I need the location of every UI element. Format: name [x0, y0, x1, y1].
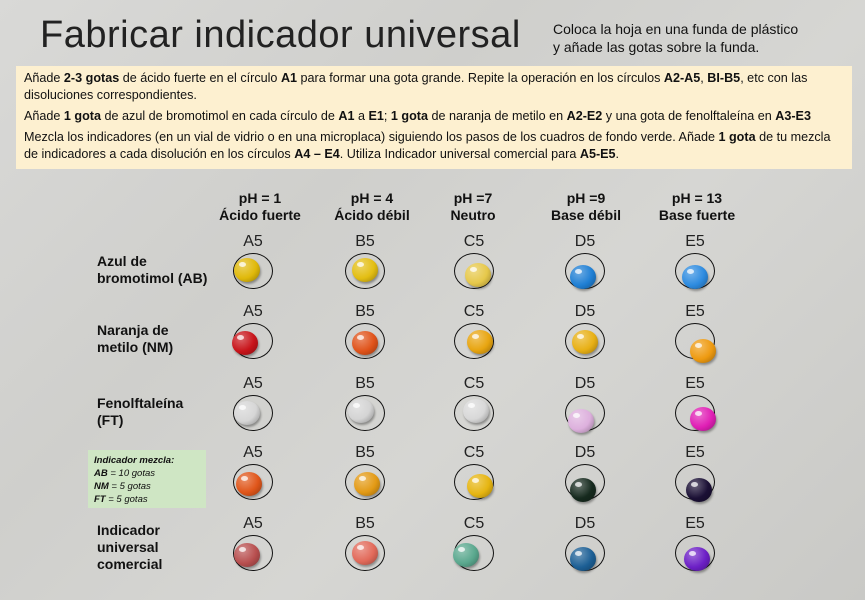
indicator-mix-box: Indicador mezcla: AB = 10 gotas NM = 5 g…	[88, 450, 206, 508]
indicator-drop	[682, 265, 708, 289]
well-label-bromothymol: B5	[355, 233, 375, 250]
row-label-bromothymol: Azul de bromotimol (AB)	[97, 253, 208, 286]
well-label-phenolphthalein: C5	[463, 375, 485, 392]
well-label-phenolphthalein: D5	[574, 375, 596, 392]
well-label-phenolphthalein: E5	[685, 375, 705, 392]
indicator-drop	[572, 330, 598, 354]
row-label-phenolphthalein: Fenolftaleína (FT)	[97, 395, 184, 428]
well-label-commercial-universal: A5	[243, 515, 263, 532]
instruction-paragraph-1: Añade 2-3 gotas de ácido fuerte en el cí…	[24, 71, 808, 102]
column-header-weak-acid: pH = 4 Ácido débil	[334, 190, 410, 223]
well-circle	[565, 323, 605, 359]
well-label-commercial-universal: B5	[355, 515, 375, 532]
well-circle	[454, 395, 494, 431]
row-label-commercial-universal: Indicador universal comercial	[97, 522, 163, 572]
well-label-bromothymol: C5	[463, 233, 485, 250]
indicator-drop	[236, 472, 262, 496]
well-label-commercial-universal: E5	[685, 515, 705, 532]
well-label-methyl-orange: B5	[355, 303, 375, 320]
well-circle	[233, 535, 273, 571]
indicator-drop	[467, 474, 493, 498]
row-label-methyl-orange: Naranja de metilo (NM)	[97, 322, 174, 355]
well-label-indicator-mix: B5	[355, 444, 375, 461]
well-circle	[345, 535, 385, 571]
well-label-phenolphthalein: B5	[355, 375, 375, 392]
indicator-drop	[570, 547, 596, 571]
indicator-drop	[690, 407, 716, 431]
indicator-drop	[463, 399, 489, 423]
instruction-paragraph-3: Mezcla los indicadores (en un vial de vi…	[24, 130, 831, 161]
instructions-panel: Añade 2-3 gotas de ácido fuerte en el cí…	[16, 66, 852, 169]
well-label-indicator-mix: A5	[243, 444, 263, 461]
indicator-drop	[568, 409, 594, 433]
page-title: Fabricar indicador universal	[40, 14, 521, 56]
indicator-drop	[686, 478, 712, 502]
note-line-2: y añade las gotas sobre la funda.	[553, 39, 760, 55]
indicator-drop	[352, 331, 378, 355]
well-circle	[454, 253, 494, 289]
indicator-drop	[234, 258, 260, 282]
well-label-methyl-orange: C5	[463, 303, 485, 320]
indicator-drop	[234, 543, 260, 567]
indicator-drop	[684, 547, 710, 571]
indicator-drop	[348, 399, 374, 423]
well-circle	[233, 464, 273, 500]
well-label-commercial-universal: D5	[574, 515, 596, 532]
well-label-indicator-mix: E5	[685, 444, 705, 461]
indicator-drop	[232, 331, 258, 355]
column-header-strong-base: pH = 13 Base fuerte	[658, 190, 736, 223]
well-circle	[345, 395, 385, 431]
well-circle	[345, 253, 385, 289]
well-label-methyl-orange: E5	[685, 303, 705, 320]
well-circle	[454, 323, 494, 359]
well-label-methyl-orange: A5	[243, 303, 263, 320]
column-header-neutral: pH =7 Neutro	[450, 190, 496, 223]
column-header-strong-acid: pH = 1 Ácido fuerte	[219, 190, 301, 223]
indicator-drop	[465, 263, 491, 287]
indicator-drop	[690, 339, 716, 363]
well-circle	[233, 253, 273, 289]
well-label-indicator-mix: D5	[574, 444, 596, 461]
well-label-indicator-mix: C5	[463, 444, 485, 461]
well-circle	[345, 323, 385, 359]
indicator-drop	[352, 258, 378, 282]
indicator-drop	[453, 543, 479, 567]
column-header-weak-base: pH =9 Base débil	[550, 190, 622, 223]
well-label-phenolphthalein: A5	[243, 375, 263, 392]
indicator-drop	[570, 478, 596, 502]
well-label-commercial-universal: C5	[463, 515, 485, 532]
well-circle	[345, 464, 385, 500]
well-label-methyl-orange: D5	[574, 303, 596, 320]
well-label-bromothymol: A5	[243, 233, 263, 250]
well-label-bromothymol: E5	[685, 233, 705, 250]
instruction-paragraph-2: Añade 1 gota de azul de bromotimol en ca…	[24, 109, 811, 123]
indicator-drop	[467, 330, 493, 354]
indicator-drop	[352, 541, 378, 565]
indicator-drop	[234, 401, 260, 425]
indicator-drop	[570, 265, 596, 289]
instruction-note: Coloca la hoja en una funda de plástico …	[553, 20, 853, 56]
well-circle	[233, 395, 273, 431]
note-line-1: Coloca la hoja en una funda de plástico	[553, 21, 799, 37]
indicator-drop	[354, 472, 380, 496]
well-label-bromothymol: D5	[574, 233, 596, 250]
well-circle	[454, 464, 494, 500]
